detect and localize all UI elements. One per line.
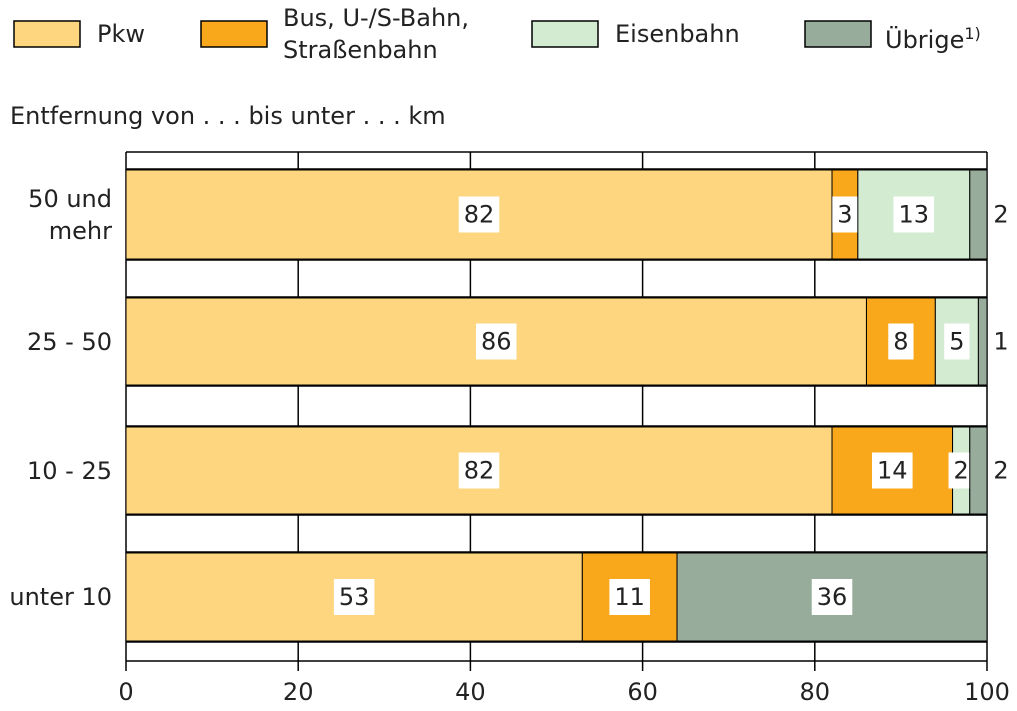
value-label: 53 <box>333 579 375 615</box>
value-label-box <box>609 579 650 615</box>
value-label-box <box>888 323 914 360</box>
value-label-box <box>872 452 913 489</box>
value-label-box <box>893 196 935 233</box>
x-tick-label: 20 <box>283 678 314 706</box>
value-label-text: 53 <box>339 583 370 611</box>
y-tick-label: 10 - 25 <box>27 456 112 485</box>
x-tick-label: 0 <box>118 678 133 706</box>
value-label: 2 <box>988 196 1014 233</box>
value-label: 86 <box>475 323 517 360</box>
x-tick-label: 80 <box>800 678 831 706</box>
value-label-box <box>458 452 500 489</box>
value-label-text: 86 <box>481 328 512 356</box>
legend-swatch <box>13 20 81 48</box>
legend-label: Eisenbahn <box>615 18 815 50</box>
value-label: 2 <box>988 452 1014 489</box>
value-label-text: 13 <box>899 201 930 229</box>
value-label-box <box>458 196 500 233</box>
value-label: 3 <box>832 196 858 233</box>
value-label-box <box>988 196 1014 233</box>
legend-label: Pkw <box>97 18 297 50</box>
legend-text: Bus, U-/S-Bahn, Straßenbahn <box>283 4 470 64</box>
legend-label: Bus, U-/S-Bahn, Straßenbahn <box>283 2 513 66</box>
value-label: 82 <box>458 196 500 233</box>
value-label: 11 <box>609 579 650 615</box>
legend-swatch <box>200 20 268 48</box>
legend-text: Pkw <box>97 20 145 48</box>
bar-segment <box>977 297 988 386</box>
legend-text: Eisenbahn <box>615 20 740 48</box>
value-label-text: 2 <box>993 457 1008 485</box>
value-label-text: 5 <box>949 328 964 356</box>
legend-text: Übrige <box>885 26 965 54</box>
y-tick-label: 25 - 50 <box>27 327 112 356</box>
bar-segment <box>969 169 988 260</box>
value-label-text: 3 <box>837 201 852 229</box>
value-label-text: 82 <box>464 201 495 229</box>
value-label-text: 2 <box>993 201 1008 229</box>
value-label-text: 2 <box>954 457 969 485</box>
legend-swatch <box>804 20 872 48</box>
value-label-box <box>475 323 517 360</box>
value-label-text: 36 <box>817 583 848 611</box>
value-label-box <box>832 196 858 233</box>
value-label: 82 <box>458 452 500 489</box>
value-label-text: 1 <box>993 328 1008 356</box>
x-tick-label: 60 <box>627 678 658 706</box>
legend-footnote: 1) <box>964 24 981 43</box>
value-label: 14 <box>872 452 913 489</box>
value-label: 8 <box>888 323 914 360</box>
value-label: 13 <box>893 196 935 233</box>
value-label-box <box>333 579 375 615</box>
value-label: 5 <box>944 323 970 360</box>
x-tick-label: 40 <box>455 678 486 706</box>
y-tick-label: unter 10 <box>9 583 112 611</box>
value-label-text: 82 <box>464 457 495 485</box>
value-label-box <box>811 579 853 615</box>
x-tick-label: 100 <box>964 678 1010 706</box>
value-label: 1 <box>988 323 1014 360</box>
value-label-box <box>988 323 1014 360</box>
value-label: 36 <box>811 579 853 615</box>
value-label-text: 8 <box>893 328 908 356</box>
bar-segment <box>969 426 988 515</box>
subtitle: Entfernung von . . . bis unter . . . km <box>10 102 446 130</box>
value-label-box <box>988 452 1014 489</box>
value-label-text: 11 <box>614 583 645 611</box>
y-tick-label: 50 und mehr <box>28 184 112 245</box>
value-label-box <box>944 323 970 360</box>
legend-label: Übrige1) <box>885 18 1017 56</box>
value-label-text: 14 <box>877 457 908 485</box>
legend-swatch <box>531 20 599 48</box>
